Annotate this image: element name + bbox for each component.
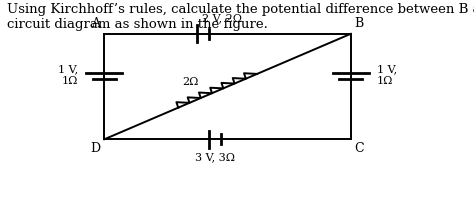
Text: 1 V,
1Ω: 1 V, 1Ω	[58, 64, 78, 86]
Text: 2Ω: 2Ω	[182, 77, 199, 87]
Text: C: C	[355, 142, 364, 155]
Text: Using Kirchhoff’s rules, calculate the potential difference between B and D in t: Using Kirchhoff’s rules, calculate the p…	[7, 3, 474, 31]
Text: 3 V, 3Ω: 3 V, 3Ω	[195, 152, 235, 162]
Text: 2 V, 2Ω: 2 V, 2Ω	[202, 13, 242, 23]
Text: B: B	[355, 17, 364, 30]
Text: A: A	[91, 17, 100, 30]
Text: D: D	[91, 142, 100, 155]
Text: 1 V,
1Ω: 1 V, 1Ω	[377, 64, 397, 86]
